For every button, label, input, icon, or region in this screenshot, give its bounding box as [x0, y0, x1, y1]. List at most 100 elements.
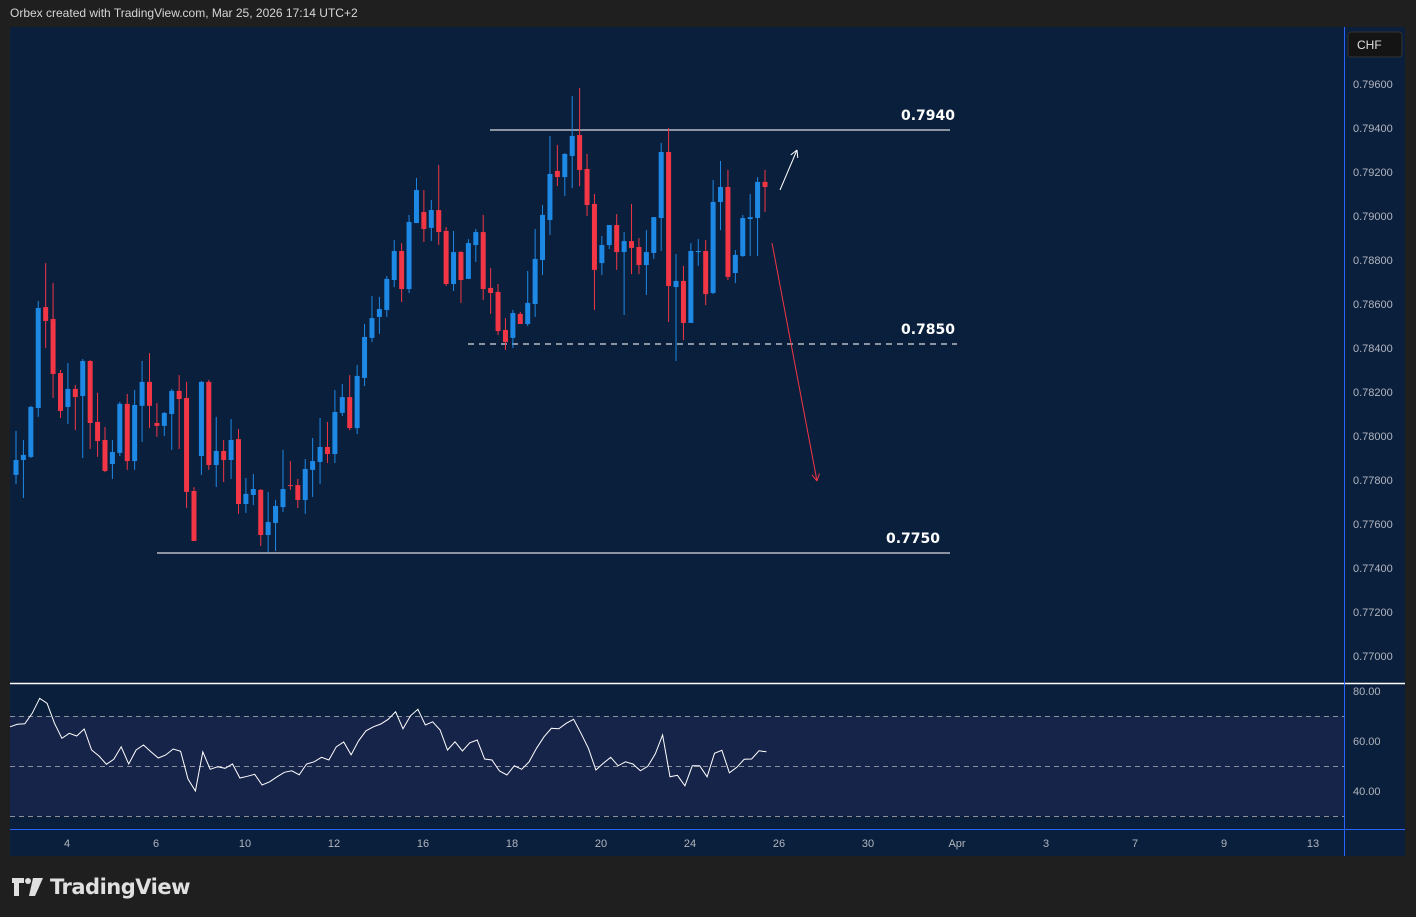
candle-body — [666, 151, 672, 286]
candle-down — [421, 190, 427, 242]
candle-down — [666, 128, 672, 323]
level-label: 0.7850 — [901, 322, 955, 338]
candle-up — [562, 153, 568, 196]
candle-up — [332, 390, 338, 464]
currency-badge[interactable]: CHF — [1347, 31, 1403, 58]
candle-down — [184, 381, 190, 508]
arrow-down-icon[interactable] — [771, 242, 820, 482]
candle-up — [384, 276, 390, 317]
candle-up — [510, 309, 516, 348]
candle-body — [554, 170, 560, 178]
candle-down — [154, 403, 160, 437]
candle-body — [369, 318, 375, 338]
candle-body — [658, 151, 664, 218]
candle-up — [406, 214, 412, 293]
candle-body — [680, 280, 686, 323]
currency-badge-label: CHF — [1357, 38, 1382, 52]
candle-body — [95, 421, 101, 442]
price-tick-label: 0.78000 — [1353, 431, 1393, 443]
candle-up — [465, 239, 471, 279]
arrow-up-icon[interactable] — [779, 149, 799, 191]
candle-body — [562, 153, 568, 178]
candle-body — [191, 491, 197, 541]
candle-body — [413, 190, 419, 224]
candle-up — [547, 135, 553, 235]
candle-body — [540, 214, 546, 260]
candle-body — [458, 252, 464, 281]
candle-up — [161, 412, 167, 436]
candle-body — [465, 243, 471, 279]
candle-down — [235, 428, 241, 514]
candle-body — [532, 258, 538, 304]
candle-up — [198, 381, 204, 475]
candle-body — [599, 245, 605, 264]
candle-down — [206, 379, 212, 470]
candle-body — [591, 203, 597, 270]
candle-up — [740, 214, 746, 257]
candle-down — [591, 194, 597, 310]
candle-body — [584, 168, 590, 205]
candle-body — [629, 241, 635, 248]
candle-up — [376, 296, 382, 334]
candle-body — [614, 225, 620, 253]
candle-body — [102, 439, 108, 471]
candle-body — [228, 439, 234, 460]
time-tick-label: 13 — [1307, 838, 1319, 850]
candle-up — [317, 417, 323, 484]
tradingview-logo[interactable]: TradingView — [12, 875, 190, 899]
time-tick-label: 3 — [1043, 838, 1049, 850]
candle-down — [295, 478, 301, 508]
candle-body — [324, 447, 330, 455]
time-tick-label: 12 — [328, 838, 340, 850]
candle-body — [510, 313, 516, 338]
candle-up — [228, 419, 234, 479]
tradingview-logo-icon — [12, 878, 43, 896]
price-tick-label: 0.78400 — [1353, 343, 1393, 355]
candle-body — [651, 217, 657, 253]
candle-down — [43, 263, 49, 348]
candle-down — [614, 214, 620, 270]
candle-body — [169, 390, 175, 414]
candle-body — [762, 181, 768, 187]
candle-body — [13, 459, 19, 475]
candle-down — [480, 214, 486, 301]
time-tick-label: 30 — [862, 838, 874, 850]
candle-body — [362, 337, 368, 378]
candle-body — [636, 247, 642, 266]
candle-body — [428, 210, 434, 228]
candle-body — [710, 201, 716, 293]
drawing-annotations[interactable]: 0.7940 0.7850 0.7750 — [157, 108, 957, 554]
candle-up — [718, 161, 724, 231]
candle-body — [250, 489, 256, 495]
rsi-tick-label: 40.00 — [1353, 786, 1381, 798]
candle-body — [146, 381, 152, 406]
price-tick-label: 0.77400 — [1353, 563, 1393, 575]
price-axis[interactable]: 0.79600 0.79400 0.79200 0.79000 0.78800 0.786… — [1353, 79, 1393, 663]
candle-up — [606, 225, 612, 249]
rsi-indicator — [9, 697, 767, 793]
candle-up — [362, 324, 368, 387]
candle-body — [451, 252, 457, 284]
candle-down — [443, 227, 449, 286]
arrow-head — [796, 149, 799, 159]
candle-body — [302, 469, 308, 501]
candle-body — [718, 186, 724, 202]
candle-up — [473, 228, 479, 262]
candle-down — [72, 384, 78, 431]
candle-up — [695, 239, 701, 266]
candle-body — [339, 397, 345, 413]
candle-down — [324, 421, 330, 464]
rsi-axis: 80.00 60.00 40.00 — [10, 686, 1381, 817]
rsi-tick-label: 80.00 — [1353, 686, 1381, 698]
candle-body — [154, 423, 160, 426]
candle-body — [20, 454, 26, 460]
candle-up — [451, 230, 457, 292]
time-axis[interactable]: 4 6 10 12 16 18 20 24 26 30 Apr 3 7 9 13 — [64, 838, 1319, 850]
candle-up — [28, 405, 34, 458]
level-label: 0.7940 — [901, 108, 955, 124]
candle-up — [169, 388, 175, 450]
candle-up — [132, 390, 138, 470]
candle-down — [102, 426, 108, 473]
tradingview-logo-text: TradingView — [50, 875, 190, 899]
